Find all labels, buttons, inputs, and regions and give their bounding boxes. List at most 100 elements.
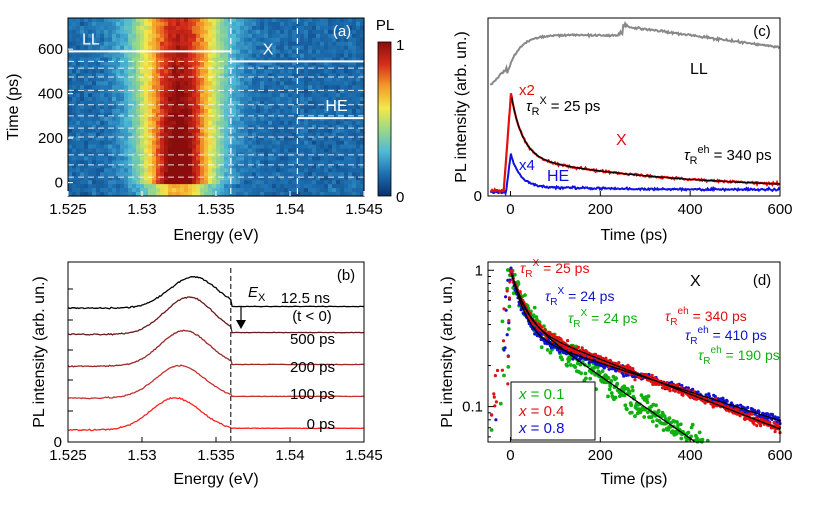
heatmap-cell	[304, 105, 309, 110]
heatmap-cell	[224, 172, 229, 177]
heatmap-cell	[68, 188, 73, 193]
heatmap-cell	[160, 192, 165, 197]
heatmap-cell	[136, 25, 141, 31]
heatmap-cell	[148, 180, 153, 185]
heatmap-cell	[152, 65, 157, 71]
heatmap-cell	[216, 37, 221, 43]
heatmap-cell	[320, 41, 325, 47]
heatmap-cell	[360, 29, 365, 35]
heatmap-cell	[180, 136, 185, 142]
heatmap-cell	[280, 120, 285, 126]
heatmap-cell	[260, 108, 265, 114]
heatmap-cell	[272, 152, 277, 158]
heatmap-cell	[236, 128, 241, 134]
heatmap-cell	[172, 21, 177, 27]
heatmap-cell	[120, 77, 125, 82]
heatmap-cell	[160, 188, 165, 193]
heatmap-cell	[360, 57, 365, 63]
heatmap-cell	[84, 93, 89, 98]
heatmap-cell	[236, 101, 241, 106]
heatmap-cell	[288, 112, 293, 118]
heatmap-cell	[140, 168, 145, 173]
heatmap-cell	[348, 69, 353, 74]
heatmap-cell	[356, 69, 361, 74]
data-point	[538, 323, 542, 327]
heatmap-cell	[156, 73, 161, 78]
heatmap-cell	[132, 45, 137, 51]
heatmap-cell	[124, 124, 129, 130]
heatmap-cell	[100, 93, 105, 98]
heatmap-cell	[228, 105, 233, 110]
data-point	[650, 419, 655, 424]
heatmap-cell	[276, 18, 281, 23]
heatmap-cell	[212, 108, 217, 114]
heatmap-cell	[356, 93, 361, 98]
heatmap-cell	[144, 45, 149, 51]
heatmap-cell	[356, 18, 361, 23]
heatmap-cell	[200, 81, 205, 86]
heatmap-cell	[164, 108, 169, 114]
heatmap-cell	[148, 124, 153, 130]
heatmap-cell	[132, 116, 137, 122]
heatmap-cell	[200, 37, 205, 43]
heatmap-cell	[260, 45, 265, 51]
heatmap-cell	[192, 136, 197, 142]
heatmap-cell	[264, 192, 269, 197]
heatmap-cell	[200, 85, 205, 90]
heatmap-cell	[112, 168, 117, 173]
heatmap-cell	[300, 25, 305, 31]
data-point	[776, 416, 780, 420]
heatmap-cell	[116, 21, 121, 27]
heatmap-cell	[112, 188, 117, 193]
heatmap-cell	[256, 108, 261, 114]
heatmap-cell	[172, 144, 177, 150]
heatmap-cell	[160, 108, 165, 114]
heatmap-cell	[108, 93, 113, 98]
heatmap-cell	[140, 93, 145, 98]
heatmap-cell	[132, 33, 137, 39]
heatmap-cell	[88, 184, 93, 189]
heatmap-cell	[80, 112, 85, 118]
heatmap-cell	[352, 65, 357, 71]
heatmap-cell	[312, 164, 317, 169]
heatmap-cell	[144, 97, 149, 102]
heatmap-cell	[176, 61, 181, 67]
heatmap-cell	[216, 192, 221, 197]
heatmap-cell	[320, 29, 325, 35]
heatmap-cell	[336, 37, 341, 43]
heatmap-cell	[104, 180, 109, 185]
heatmap-cell	[260, 69, 265, 74]
data-point	[773, 430, 777, 434]
heatmap-cell	[316, 97, 321, 102]
heatmap-cell	[204, 156, 209, 161]
heatmap-cell	[208, 188, 213, 193]
data-point	[642, 415, 647, 419]
heatmap-cell	[316, 136, 321, 142]
heatmap-cell	[276, 25, 281, 31]
heatmap-cell	[76, 37, 81, 43]
heatmap-cell	[352, 105, 357, 110]
heatmap-cell	[144, 41, 149, 47]
heatmap-cell	[192, 120, 197, 126]
heatmap-cell	[320, 45, 325, 51]
heatmap-cell	[128, 148, 133, 154]
heatmap-cell	[260, 105, 265, 110]
heatmap-cell	[224, 124, 229, 130]
heatmap-cell	[316, 57, 321, 63]
heatmap-cell	[224, 57, 229, 63]
heatmap-cell	[176, 136, 181, 142]
heatmap-cell	[180, 41, 185, 47]
heatmap-cell	[276, 89, 281, 94]
heatmap-cell	[316, 156, 321, 161]
heatmap-cell	[284, 45, 289, 51]
heatmap-cell	[236, 136, 241, 142]
heatmap-cell	[104, 53, 109, 59]
heatmap-cell	[124, 25, 129, 31]
data-point	[552, 333, 556, 337]
heatmap-cell	[72, 124, 77, 130]
heatmap-cell	[192, 112, 197, 118]
heatmap-cell	[256, 37, 261, 43]
heatmap-cell	[160, 81, 165, 86]
heatmap-cell	[180, 116, 185, 122]
heatmap-cell	[212, 73, 217, 78]
